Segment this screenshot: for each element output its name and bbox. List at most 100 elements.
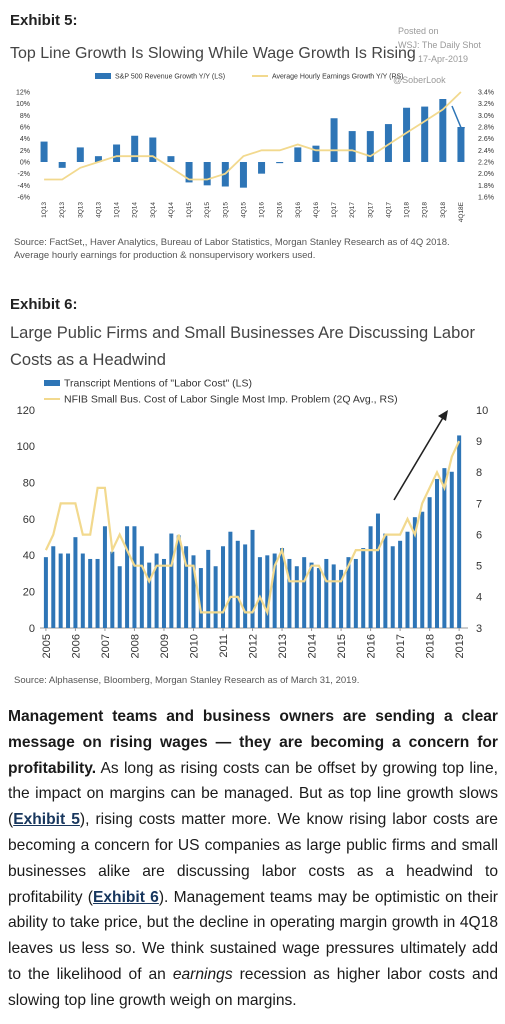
x-tick-label: 2009 <box>159 634 171 658</box>
bar <box>191 555 196 628</box>
y-tick-label: 4% <box>20 136 30 143</box>
bar <box>94 156 102 162</box>
bar <box>198 568 203 628</box>
x-tick-label: 4Q14 <box>168 202 175 218</box>
bar <box>176 535 181 628</box>
bar <box>457 435 462 628</box>
bar <box>302 557 307 628</box>
y-tick-label: 60 <box>23 514 35 526</box>
bar <box>40 141 48 162</box>
y2-tick-label: 8 <box>476 467 482 479</box>
bar <box>421 106 429 162</box>
x-tick-label: 2015 <box>336 634 348 658</box>
bar <box>88 558 93 628</box>
legend-swatch <box>44 380 60 386</box>
x-tick-label: 2005 <box>41 634 53 658</box>
bar <box>442 468 447 628</box>
bar <box>125 526 130 628</box>
bar <box>420 511 425 628</box>
bar <box>368 526 373 628</box>
bar <box>398 540 403 628</box>
bar <box>110 551 115 628</box>
body-text: ), rising costs matter more. We know ris… <box>8 811 498 906</box>
x-tick-label: 2Q15 <box>204 202 211 218</box>
bar <box>43 557 48 628</box>
bar <box>435 479 440 628</box>
y-tick-label: 0 <box>29 623 35 635</box>
bar <box>51 546 56 628</box>
bar <box>131 135 139 162</box>
y-tick-label: 80 <box>23 478 35 490</box>
bar <box>312 145 320 162</box>
x-tick-label: 2016 <box>366 634 378 658</box>
bar <box>132 526 137 628</box>
bar <box>213 566 218 628</box>
y2-tick-label: 2.4% <box>478 148 494 155</box>
bar <box>331 564 336 628</box>
bar <box>80 553 85 628</box>
bar <box>330 118 338 162</box>
bar <box>169 533 174 628</box>
y2-tick-label: 3.4% <box>478 89 494 96</box>
bar <box>346 557 351 628</box>
y2-tick-label: 2.6% <box>478 136 494 143</box>
arrow-head <box>458 127 465 134</box>
x-tick-label: 4Q18E <box>458 201 465 222</box>
bar <box>384 124 392 162</box>
x-tick-label: 2019 <box>454 634 466 658</box>
bar <box>228 531 233 628</box>
bar <box>73 537 78 628</box>
x-tick-label: 2Q18 <box>422 202 429 218</box>
source-note: Source: FactSet,, Haver Analytics, Burea… <box>14 237 450 248</box>
bar <box>383 533 388 628</box>
x-tick-label: 1Q15 <box>186 202 193 218</box>
body-text: recession as higher labor costs and slow… <box>8 965 498 1009</box>
x-tick-label: 2Q16 <box>277 202 284 218</box>
chart: -6% -4% -2% 0% 2% 4% 6% 8% 10% 12% 1.6% 1.8% 2.0% 2.2… <box>16 73 494 222</box>
body-text: As long as rising costs can be offset by… <box>8 759 498 829</box>
bar <box>287 558 292 628</box>
bar <box>449 471 454 628</box>
bar <box>102 526 107 628</box>
bar <box>427 497 432 628</box>
lead: Management teams and business owners are… <box>8 708 498 777</box>
x-tick-label: 3Q14 <box>150 202 157 218</box>
exhibit-title: Exhibit 5: <box>10 12 78 29</box>
exhibit-link[interactable]: Exhibit 5 <box>13 811 80 829</box>
bar <box>257 557 262 628</box>
y2-tick-label: 3 <box>476 623 482 635</box>
arrow-head <box>438 410 448 421</box>
bar <box>58 162 66 168</box>
y-tick-label: -4% <box>18 183 30 190</box>
y-tick-label: 2% <box>20 148 30 155</box>
y-tick-label: 12% <box>16 89 30 96</box>
bar <box>265 555 270 628</box>
x-tick-label: 4Q17 <box>385 202 392 218</box>
bar <box>76 147 84 162</box>
y-tick-label: -2% <box>18 171 30 178</box>
x-tick-label: 2Q14 <box>132 202 139 218</box>
bar <box>280 548 285 628</box>
line <box>44 440 461 617</box>
legend-swatch <box>95 73 111 79</box>
y2-tick-label: 3.0% <box>478 113 494 120</box>
bar <box>294 566 299 628</box>
legend-label: Transcript Mentions of "Labor Cost" (LS) <box>64 378 252 390</box>
x-tick-label: 3Q16 <box>295 202 302 218</box>
bar <box>113 144 121 162</box>
bar <box>272 553 277 628</box>
bar <box>149 137 157 162</box>
y-tick-label: 8% <box>20 113 30 120</box>
exhibit-link[interactable]: Exhibit 6 <box>92 888 159 906</box>
y2-tick-label: 1.8% <box>478 183 494 190</box>
source-note: Average hourly earnings for production &… <box>14 250 316 261</box>
bar <box>95 558 100 628</box>
bar <box>58 553 63 628</box>
watermark-text: @SoberLook <box>393 75 446 85</box>
x-tick-label: 2012 <box>248 634 260 658</box>
bar <box>403 107 411 162</box>
x-tick-label: 1Q14 <box>114 202 121 218</box>
bar <box>235 540 240 628</box>
chart: 0 20 40 60 80 100 120 3 4 5 6 7 8 9 10 2005 2006 2007 2008… <box>17 378 489 659</box>
x-tick-label: 4Q16 <box>313 202 320 218</box>
